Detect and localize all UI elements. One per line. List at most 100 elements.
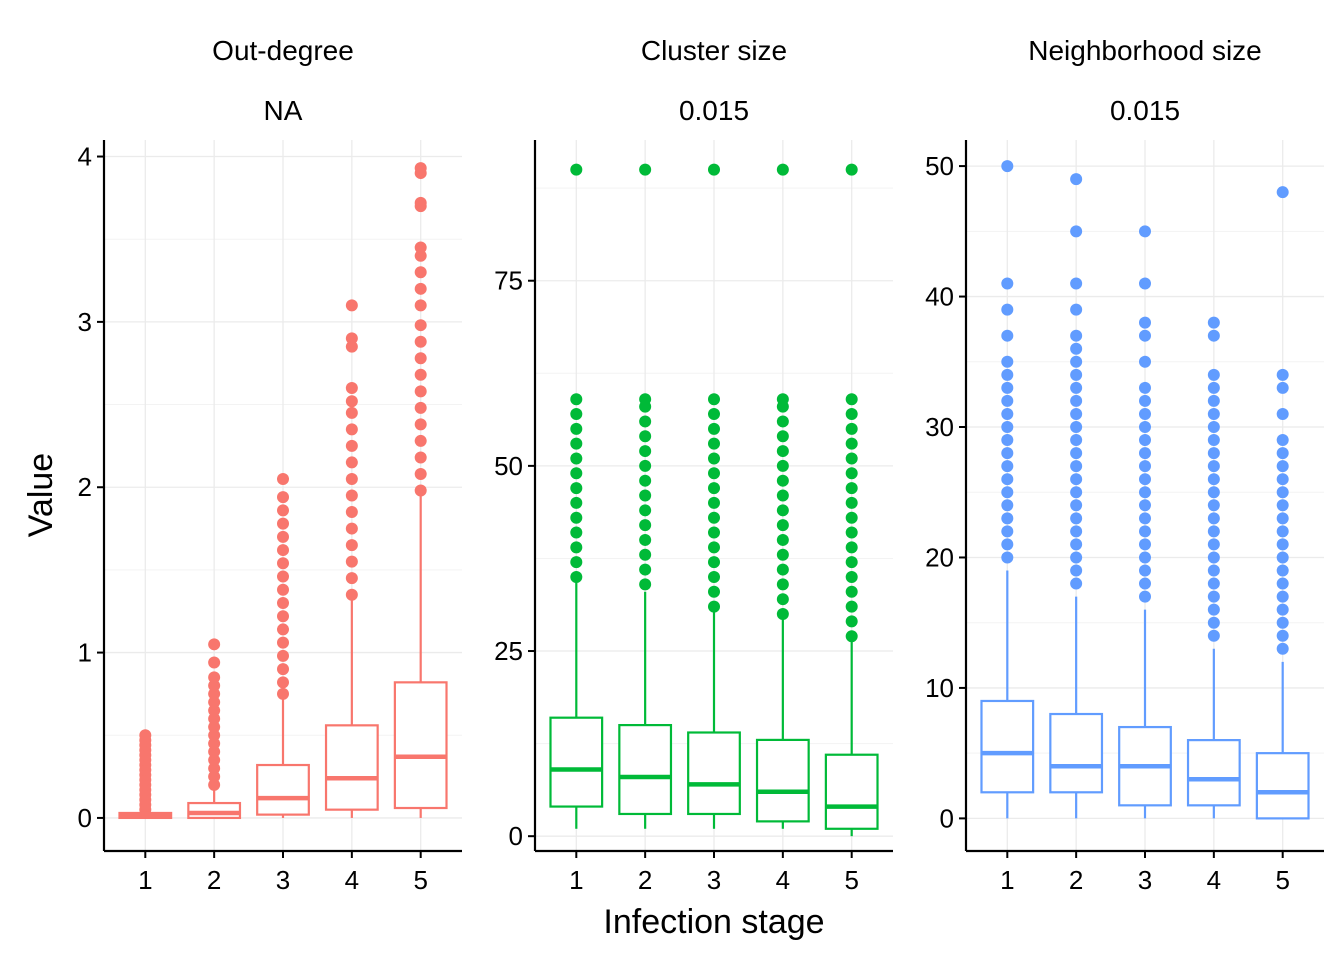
outlier-point (845, 452, 858, 465)
outlier-point (208, 762, 221, 775)
outlier-point (345, 572, 358, 585)
outlier-point (277, 491, 289, 504)
outlier-point (708, 585, 720, 598)
outlier-point (345, 423, 358, 436)
outlier-point (1001, 525, 1014, 538)
outlier-point (345, 332, 358, 345)
outlier-point (1207, 525, 1220, 538)
outlier-point (1207, 447, 1220, 460)
outlier-point (1276, 551, 1289, 564)
outlier-point (345, 456, 358, 469)
outlier-point (277, 596, 289, 609)
outlier-point (708, 393, 720, 406)
outlier-point (845, 163, 858, 176)
outlier-point (1139, 316, 1151, 329)
outlier-point (208, 679, 221, 692)
outlier-point (208, 704, 221, 717)
outlier-point (1139, 421, 1151, 434)
x-tick-label: 5 (413, 865, 427, 895)
outlier-point (1070, 407, 1083, 420)
outlier-point (570, 526, 583, 539)
outlier-point (139, 729, 152, 742)
outlier-point (1070, 447, 1083, 460)
outlier-point (414, 266, 427, 279)
outlier-point (414, 418, 427, 431)
outlier-point (277, 623, 289, 636)
outlier-point (1276, 577, 1289, 590)
y-tick-label: 4 (78, 142, 92, 172)
outlier-point (1276, 603, 1289, 616)
y-tick-label: 0 (940, 803, 954, 833)
outlier-point (1207, 616, 1220, 629)
x-tick-label: 4 (345, 865, 359, 895)
outlier-point (845, 422, 858, 435)
outlier-point (277, 583, 289, 596)
outlier-point (1207, 499, 1220, 512)
outlier-point (845, 393, 858, 406)
outlier-point (708, 526, 720, 539)
outlier-point (570, 452, 583, 465)
x-tick-label: 3 (276, 865, 290, 895)
outlier-point (570, 482, 583, 495)
outlier-point (1001, 434, 1014, 447)
outlier-point (708, 556, 720, 569)
outlier-point (414, 352, 427, 365)
outlier-point (345, 506, 358, 519)
outlier-point (345, 522, 358, 535)
outlier-point (1139, 277, 1151, 290)
outlier-point (708, 437, 720, 450)
facet-panels: Out-degree NA 0 1 2 3 4 1 2 3 4 5 Cluster size 0.015 0… (78, 35, 1324, 895)
outlier-point (776, 563, 789, 576)
outlier-point (1070, 499, 1083, 512)
outlier-point (1070, 460, 1083, 473)
outlier-point (776, 430, 789, 443)
outlier-point (570, 408, 583, 421)
outlier-point (1070, 394, 1083, 407)
outlier-point (208, 687, 221, 700)
outlier-point (1001, 277, 1014, 290)
outlier-point (277, 544, 289, 557)
outlier-point (1070, 381, 1083, 394)
x-tick-label: 2 (638, 865, 652, 895)
outlier-point (277, 610, 289, 623)
box-iqr (256, 763, 310, 816)
outlier-point (708, 482, 720, 495)
outlier-point (1070, 525, 1083, 538)
outlier-point (776, 504, 789, 517)
facet-subtitle: 0.015 (1110, 95, 1180, 126)
outlier-point (776, 593, 789, 606)
x-tick-label: 2 (207, 865, 221, 895)
outlier-point (708, 422, 720, 435)
box-2 (187, 638, 242, 820)
outlier-point (1070, 473, 1083, 486)
outlier-point (277, 663, 289, 676)
outlier-point (1070, 355, 1083, 368)
outlier-point (776, 474, 789, 487)
outlier-point (208, 729, 221, 742)
box-5 (824, 163, 879, 837)
outlier-point (1139, 447, 1151, 460)
outlier-point (1070, 564, 1083, 577)
outlier-point (208, 720, 221, 733)
box-iqr (687, 731, 741, 816)
outlier-point (345, 439, 358, 452)
outlier-point (639, 533, 652, 546)
outlier-point (414, 162, 427, 175)
outlier-point (345, 406, 358, 419)
facet-panel: Neighborhood size 0.015 0 10 20 30 40 50 1 2 3 4 5 (925, 35, 1324, 895)
outlier-point (639, 548, 652, 561)
outlier-point (1070, 512, 1083, 525)
outlier-point (1276, 381, 1289, 394)
outlier-point (845, 482, 858, 495)
outlier-point (1207, 473, 1220, 486)
box-5 (1255, 186, 1310, 820)
outlier-point (1207, 629, 1220, 642)
outlier-point (208, 671, 221, 684)
box-iqr (393, 681, 448, 810)
outlier-point (1207, 577, 1220, 590)
y-tick-label: 0 (509, 821, 523, 851)
outlier-point (208, 712, 221, 725)
y-tick-label: 50 (494, 451, 523, 481)
box-iqr (824, 753, 879, 830)
x-tick-label: 3 (707, 865, 721, 895)
